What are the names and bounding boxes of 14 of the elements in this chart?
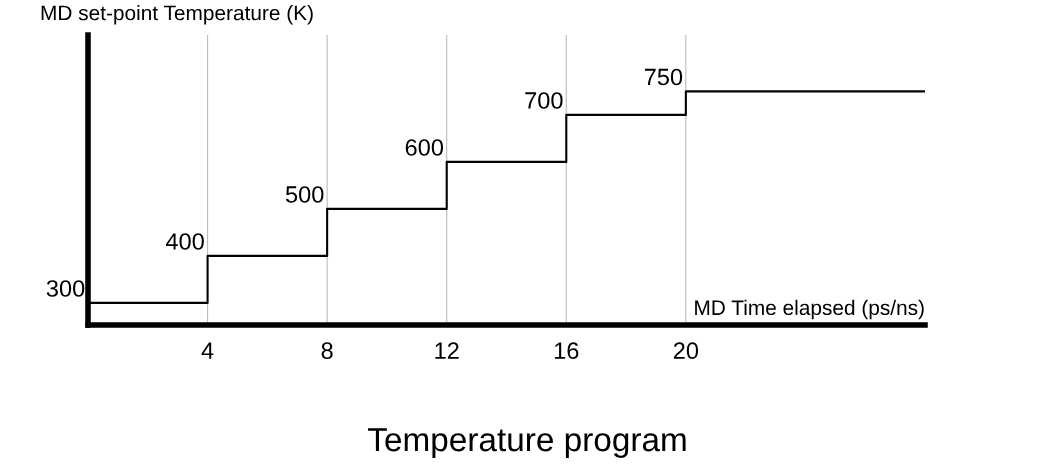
data-label: 750 [644,68,683,86]
x-tick-label: 4 [201,342,214,359]
data-label: 600 [405,139,444,156]
x-tick-label: 20 [673,342,699,360]
text: Temperature program [368,428,686,458]
data-label: 400 [165,233,204,250]
x-axis-title: MD Time elapsed (ps/ns) [695,299,924,320]
y-axis-title: MD set-point Temperature (K) [41,5,313,25]
x-tick-label: 16 [554,342,579,360]
x-tick-label: 8 [321,342,333,360]
data-label: 700 [525,92,563,109]
x-tick-label: 12 [435,342,459,359]
data-label: 500 [285,186,324,203]
data-label: 300 [46,280,85,297]
